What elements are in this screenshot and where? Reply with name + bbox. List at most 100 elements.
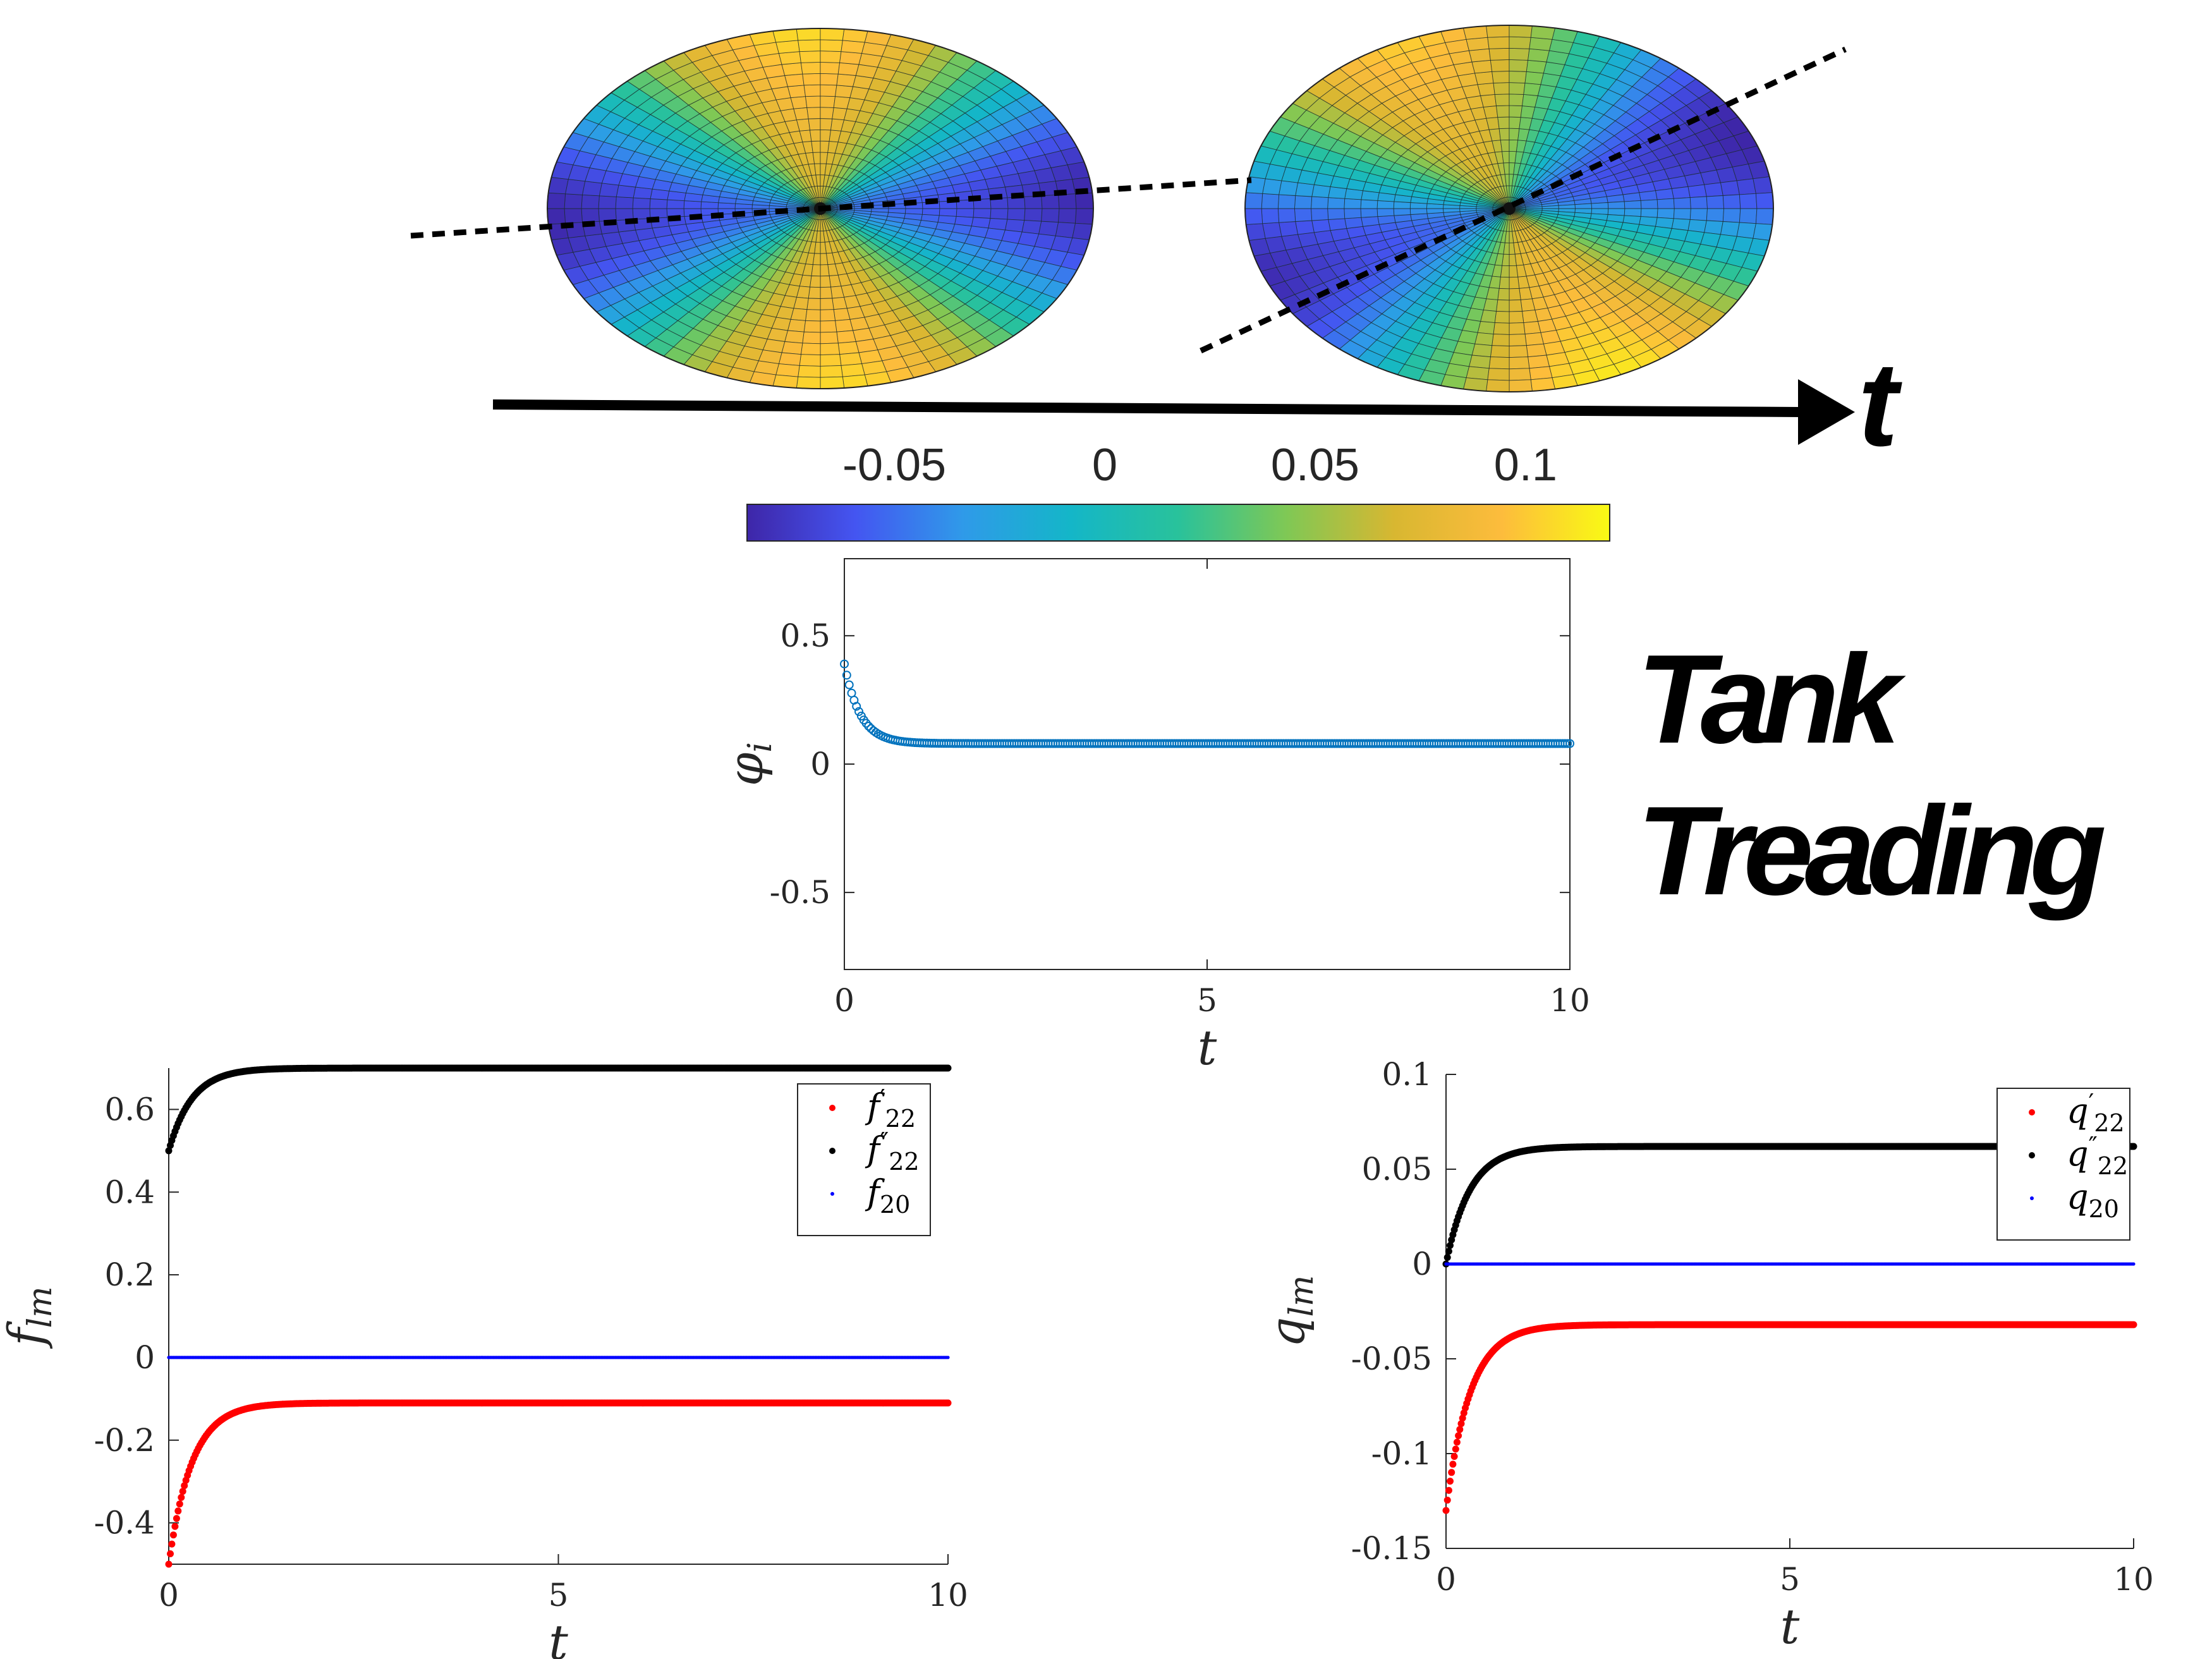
membrane-patch [1502,150,1510,164]
membrane-patch [1262,178,1282,195]
y-tick-label: 0.1 [1382,1056,1432,1093]
membrane-patch [1041,208,1060,223]
membrane-patch [1509,36,1531,49]
membrane-patch [1279,221,1299,237]
membrane-patch [1720,221,1740,237]
membrane-patch [803,84,821,97]
membrane-patch [803,320,821,333]
membrane-patch [990,208,1009,220]
data-point [1442,1507,1450,1514]
membrane-patch [820,39,843,52]
legend-sub: 22 [889,1148,919,1176]
membrane-patch [841,40,865,54]
membrane-patch [781,341,803,355]
membrane-patch [1673,208,1691,220]
membrane-patch [615,196,634,209]
membrane-patch [1294,208,1313,222]
membrane-patch [1007,196,1026,209]
membrane-patch [820,51,842,63]
legend-sub: 20 [880,1191,910,1218]
membrane-patch [1509,311,1524,324]
x-tick-label: 5 [1197,982,1217,1019]
membrane-patch [1488,356,1510,370]
membrane-patch [1509,59,1529,72]
membrane-patch [820,276,832,288]
membrane-patch [1360,199,1378,209]
membrane-patch [1495,299,1510,312]
membrane-patch [1468,48,1491,63]
membrane-patch [1294,195,1313,209]
membrane-patch [787,85,806,99]
membrane-patch [1736,222,1756,239]
y-tick-label: 0 [810,746,830,782]
membrane-patch [1509,265,1519,278]
membrane-patch [1521,310,1538,324]
colorbar-tick-label: 0 [1092,440,1117,490]
membrane-patch [1509,116,1521,130]
membrane-patch [1526,59,1547,74]
time-arrow-label: t [1858,337,1902,471]
membrane-patch [839,51,863,65]
legend-marker [829,1148,836,1154]
legend-sub: 22 [885,1105,916,1133]
membrane-patch [1075,192,1094,209]
membrane-patch [1483,106,1498,119]
membrane-patch [1656,208,1675,219]
colorbar-tick-label: 0.05 [1271,440,1359,490]
membrane-patch [796,376,821,389]
snapshot-1 [547,28,1094,389]
membrane-patch [1509,345,1529,358]
legend-marker [830,1192,834,1196]
membrane-patch [1529,366,1553,380]
membrane-patch [1509,322,1526,335]
membrane-patch [1720,180,1740,196]
series-q′22 [1442,1321,2137,1514]
membrane-patch [1477,82,1495,96]
membrane-patch [1474,71,1494,85]
membrane-patch [811,140,821,153]
membrane-patch [1344,198,1362,209]
membrane-patch [581,208,600,223]
membrane-patch [820,73,839,86]
data-point [946,1356,950,1359]
membrane-patch [1736,178,1756,195]
membrane-patch [1376,200,1395,209]
data-point [1445,1486,1452,1494]
membrane-patch [1497,288,1510,301]
membrane-patch [1509,276,1520,289]
x-tick-label: 5 [549,1577,569,1613]
figure-title-line2: Treading [1637,781,2105,921]
membrane-patch [1509,47,1530,61]
legend-sup: ″ [880,1127,889,1155]
membrane-patch [820,286,833,299]
membrane-patch [1486,379,1510,392]
y-tick-label: -0.5 [770,874,830,911]
membrane-patch [1607,201,1626,209]
membrane-patch [800,343,821,356]
membrane-patch [820,309,836,322]
membrane-patch [1058,193,1077,209]
membrane-patch [1529,37,1553,51]
y-tick-label: 0.5 [780,617,830,654]
membrane-patch [808,286,821,299]
membrane-patch [1393,208,1411,216]
data-point [167,1550,174,1557]
membrane-patch [1739,193,1758,209]
membrane-patch [799,51,821,63]
membrane-patch [1673,197,1691,209]
membrane-patch [1671,186,1691,199]
membrane-patch [1277,208,1296,223]
membrane-patch [805,95,821,108]
y-tick-label: -0.05 [1351,1340,1432,1377]
membrane-patch [820,107,834,119]
membrane-patch [598,195,617,209]
y-axis-label-sub: lm [21,1286,59,1328]
membrane-patch [775,40,800,54]
membrane-patch [1279,180,1299,196]
membrane-patch [1295,182,1315,197]
membrane-patch [1466,366,1490,380]
membrane-patch [784,330,805,344]
membrane-patch [802,73,821,86]
